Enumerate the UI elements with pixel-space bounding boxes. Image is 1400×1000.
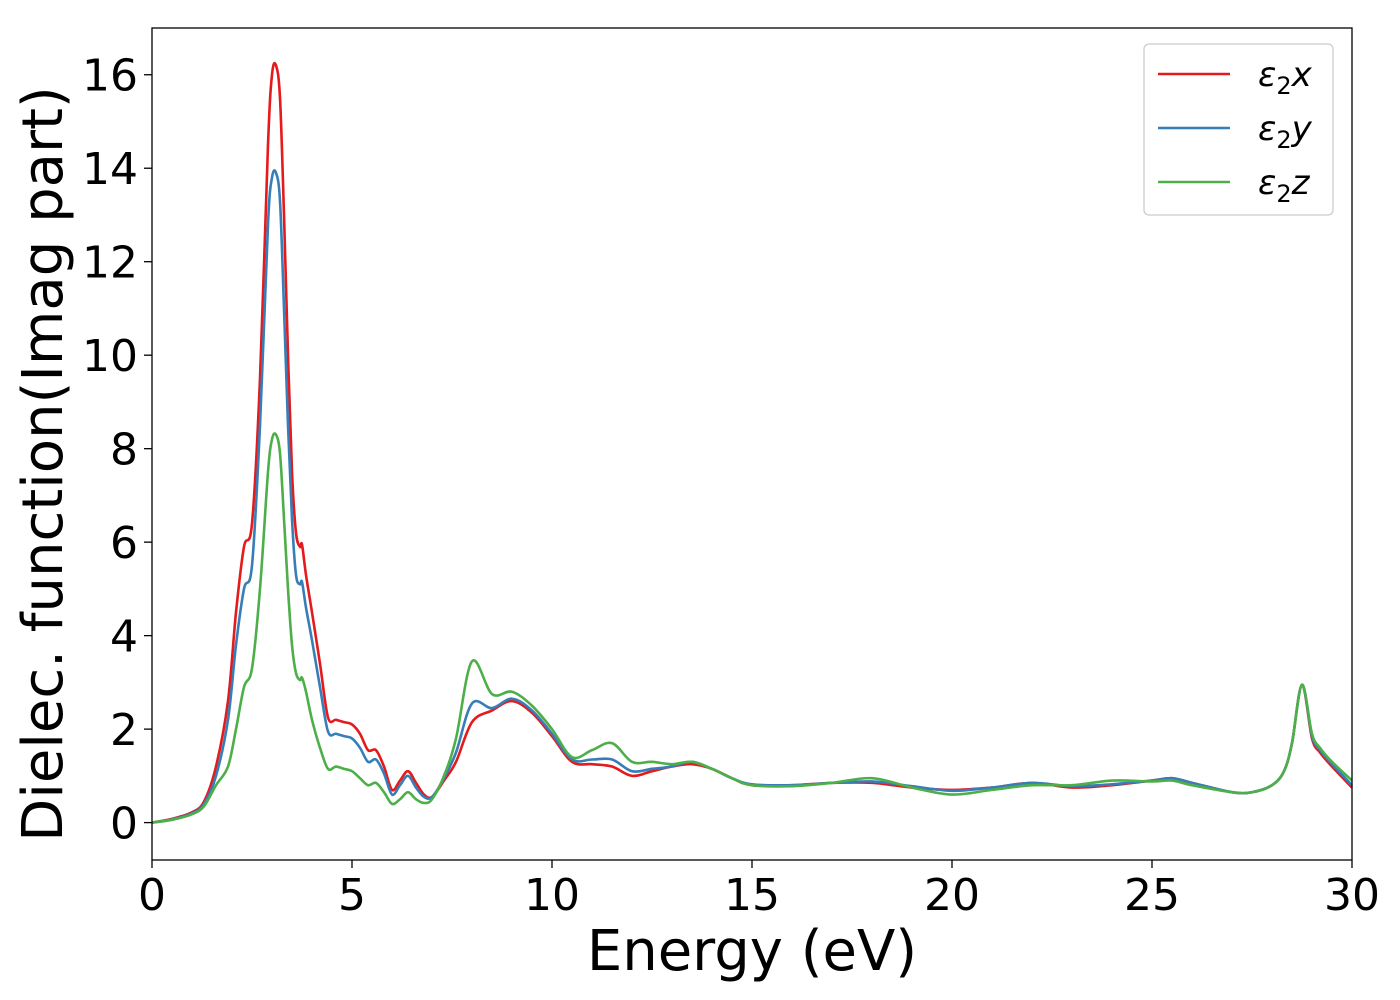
legend-label-y: ε2y	[1258, 109, 1313, 154]
legend-variable: x	[1291, 55, 1313, 95]
y-tick-label: 16	[82, 51, 138, 102]
legend-subscript: 2	[1276, 180, 1291, 208]
y-tick-label: 4	[110, 612, 138, 663]
x-axis-ticks: 0 5 10 15 20 25 30	[138, 860, 1380, 921]
legend-label-z: ε2z	[1258, 163, 1311, 208]
legend-variable: y	[1291, 109, 1313, 149]
legend-box	[1143, 43, 1334, 216]
x-tick-label: 30	[1324, 870, 1380, 921]
x-tick-label: 15	[724, 870, 780, 921]
series-layer	[151, 61, 1353, 824]
x-tick-label: 20	[924, 870, 980, 921]
y-axis-ticks: 0 2 4 6 8 10 12 14 16	[82, 51, 152, 850]
legend-symbol: ε	[1258, 109, 1276, 149]
series-line-z	[151, 432, 1353, 824]
y-tick-label: 10	[82, 331, 138, 382]
x-tick-label: 5	[338, 870, 366, 921]
y-tick-label: 6	[110, 518, 138, 569]
x-axis-label: Energy (eV)	[587, 919, 917, 984]
y-axis-label: Dielec. function(Imag part)	[11, 86, 76, 842]
y-tick-label: 8	[110, 425, 138, 476]
x-tick-label: 25	[1124, 870, 1180, 921]
y-tick-label: 12	[82, 238, 138, 289]
legend-symbol: ε	[1258, 163, 1276, 203]
legend-variable: z	[1291, 163, 1311, 203]
y-tick-label: 2	[110, 705, 138, 756]
legend-subscript: 2	[1276, 72, 1291, 100]
y-tick-label: 14	[82, 144, 138, 195]
x-tick-label: 0	[138, 870, 166, 921]
legend-subscript: 2	[1276, 126, 1291, 154]
x-tick-label: 10	[524, 870, 580, 921]
legend-label-x: ε2x	[1258, 55, 1313, 100]
legend-symbol: ε	[1258, 55, 1276, 95]
y-tick-label: 0	[110, 799, 138, 850]
